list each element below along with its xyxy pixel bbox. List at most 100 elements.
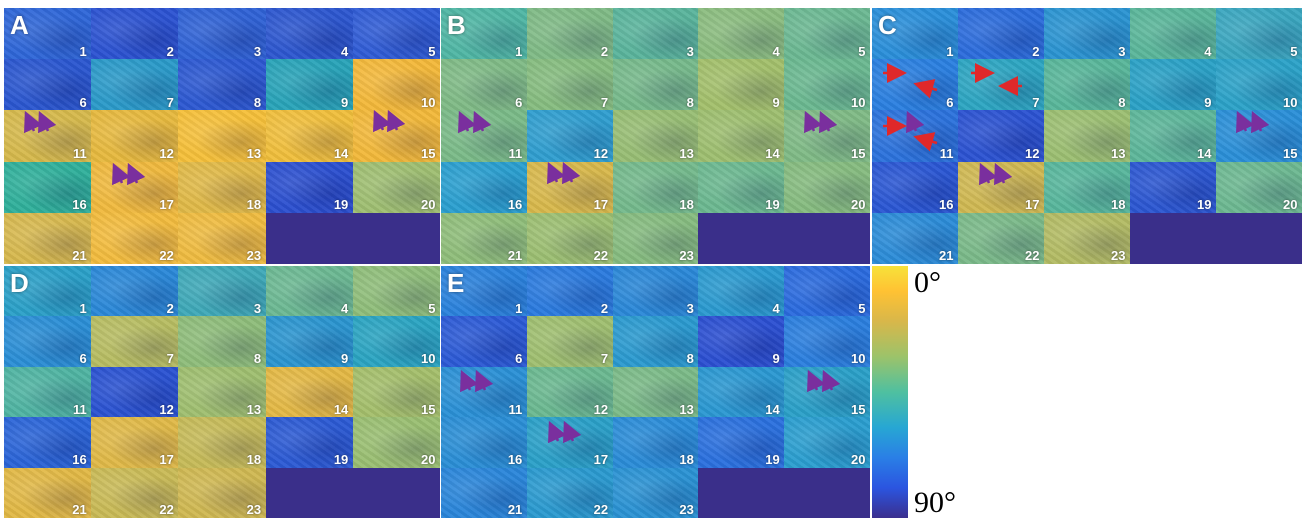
tile-number: 9 [341, 94, 349, 110]
tile-number: 5 [858, 300, 866, 316]
tile-1: 1 [4, 8, 92, 60]
tile-number: 10 [421, 94, 436, 110]
tile-23: 23 [1044, 212, 1131, 264]
tile-10: 10 [352, 316, 440, 368]
tile-5: 5 [352, 8, 440, 60]
tile-13: 13 [178, 366, 267, 418]
tile-number: 6 [515, 351, 523, 367]
tile-7: 7 [526, 59, 614, 111]
tile-number: 2 [166, 43, 174, 59]
tile-9: 9 [1130, 59, 1217, 111]
tile-number: 13 [246, 146, 262, 162]
tile-number: 5 [858, 43, 866, 59]
tile-6: 6 [872, 59, 959, 111]
tile-9: 9 [698, 316, 785, 368]
tile-number: 1 [79, 43, 87, 59]
tile-10: 10 [352, 59, 440, 111]
tile-number: 2 [166, 300, 174, 316]
tile-number: 5 [1290, 43, 1298, 59]
tile-20: 20 [784, 417, 870, 469]
tile-11: 11 [4, 110, 92, 163]
tile-number: 19 [765, 452, 780, 468]
tile-15: 15 [352, 366, 440, 418]
tile-number: 19 [765, 197, 780, 213]
tile-2: 2 [91, 266, 179, 317]
tile-16: 16 [441, 161, 528, 214]
tile-10: 10 [784, 316, 870, 368]
tile-number: 2 [1032, 43, 1040, 59]
tile-number: 17 [593, 452, 609, 468]
tile-number: 3 [253, 43, 262, 59]
tile-20: 20 [1216, 161, 1302, 214]
panel-letter: B [447, 10, 466, 40]
tile-6: 6 [4, 316, 92, 368]
tile-22: 22 [526, 467, 614, 518]
tile-number: 22 [159, 248, 174, 264]
tile-number: 17 [159, 452, 174, 468]
tile-number: 21 [72, 248, 87, 264]
tile-number: 12 [593, 146, 609, 162]
tile-number: 1 [946, 43, 954, 59]
tile-number: 18 [679, 197, 694, 213]
tile-number: 1 [515, 300, 523, 316]
tile-7: 7 [91, 59, 179, 111]
tile-21: 21 [441, 467, 528, 518]
tile-3: 3 [178, 266, 267, 317]
tile-number: 17 [593, 197, 609, 213]
tile-number: 14 [333, 146, 349, 162]
tile-13: 13 [1044, 110, 1131, 163]
tile-number: 23 [246, 248, 262, 264]
empty-cell [265, 467, 440, 518]
tile-18: 18 [612, 417, 699, 469]
tile-number: 7 [600, 351, 609, 367]
tile-number: 23 [1111, 248, 1126, 264]
tile-12: 12 [958, 110, 1045, 163]
tile-7: 7 [526, 316, 614, 368]
tile-8: 8 [612, 59, 699, 111]
tile-1: 1 [872, 8, 959, 60]
tile-number: 23 [679, 502, 694, 518]
tile-14: 14 [1130, 110, 1217, 163]
tile-1: 1 [4, 266, 92, 317]
tile-9: 9 [265, 59, 354, 111]
tile-number: 15 [851, 146, 866, 162]
panel-c: 1 2 3 4 5 6 7 8 9 10 11 12 13 14 15 16 17 18 19 20 21 22 23 C [872, 8, 1302, 264]
tile-21: 21 [4, 467, 92, 518]
tile-19: 19 [1130, 161, 1217, 214]
tile-number: 20 [1283, 197, 1298, 213]
tile-22: 22 [958, 212, 1045, 264]
tile-number: 20 [851, 197, 866, 213]
tile-number: 13 [1111, 146, 1126, 162]
tile-19: 19 [265, 161, 354, 214]
tile-number: 22 [159, 502, 174, 518]
tile-number: 13 [679, 146, 694, 162]
tile-18: 18 [1044, 161, 1131, 214]
tile-4: 4 [698, 266, 785, 317]
tile-number: 14 [1197, 146, 1212, 162]
tile-22: 22 [91, 212, 179, 264]
tile-number: 2 [600, 43, 609, 59]
tile-9: 9 [265, 316, 354, 368]
tile-number: 7 [1032, 94, 1040, 110]
tile-number: 20 [421, 452, 436, 468]
tile-12: 12 [526, 366, 614, 418]
tile-15: 15 [784, 366, 870, 418]
colorbar-bottom-label: 90° [914, 486, 956, 519]
empty-cell [698, 467, 870, 518]
tile-2: 2 [91, 8, 179, 60]
tile-6: 6 [441, 316, 528, 368]
tile-number: 21 [72, 502, 87, 518]
tile-17: 17 [91, 161, 179, 214]
tile-19: 19 [698, 161, 785, 214]
tile-21: 21 [872, 212, 959, 264]
tile-number: 1 [79, 300, 87, 316]
tile-number: 11 [508, 401, 523, 417]
tile-number: 10 [1283, 94, 1298, 110]
tile-number: 1 [515, 43, 523, 59]
tile-8: 8 [178, 316, 267, 368]
tile-number: 10 [421, 351, 436, 367]
tile-number: 16 [72, 452, 87, 468]
tile-16: 16 [4, 161, 92, 214]
tile-number: 9 [341, 351, 349, 367]
tile-number: 9 [772, 94, 780, 110]
